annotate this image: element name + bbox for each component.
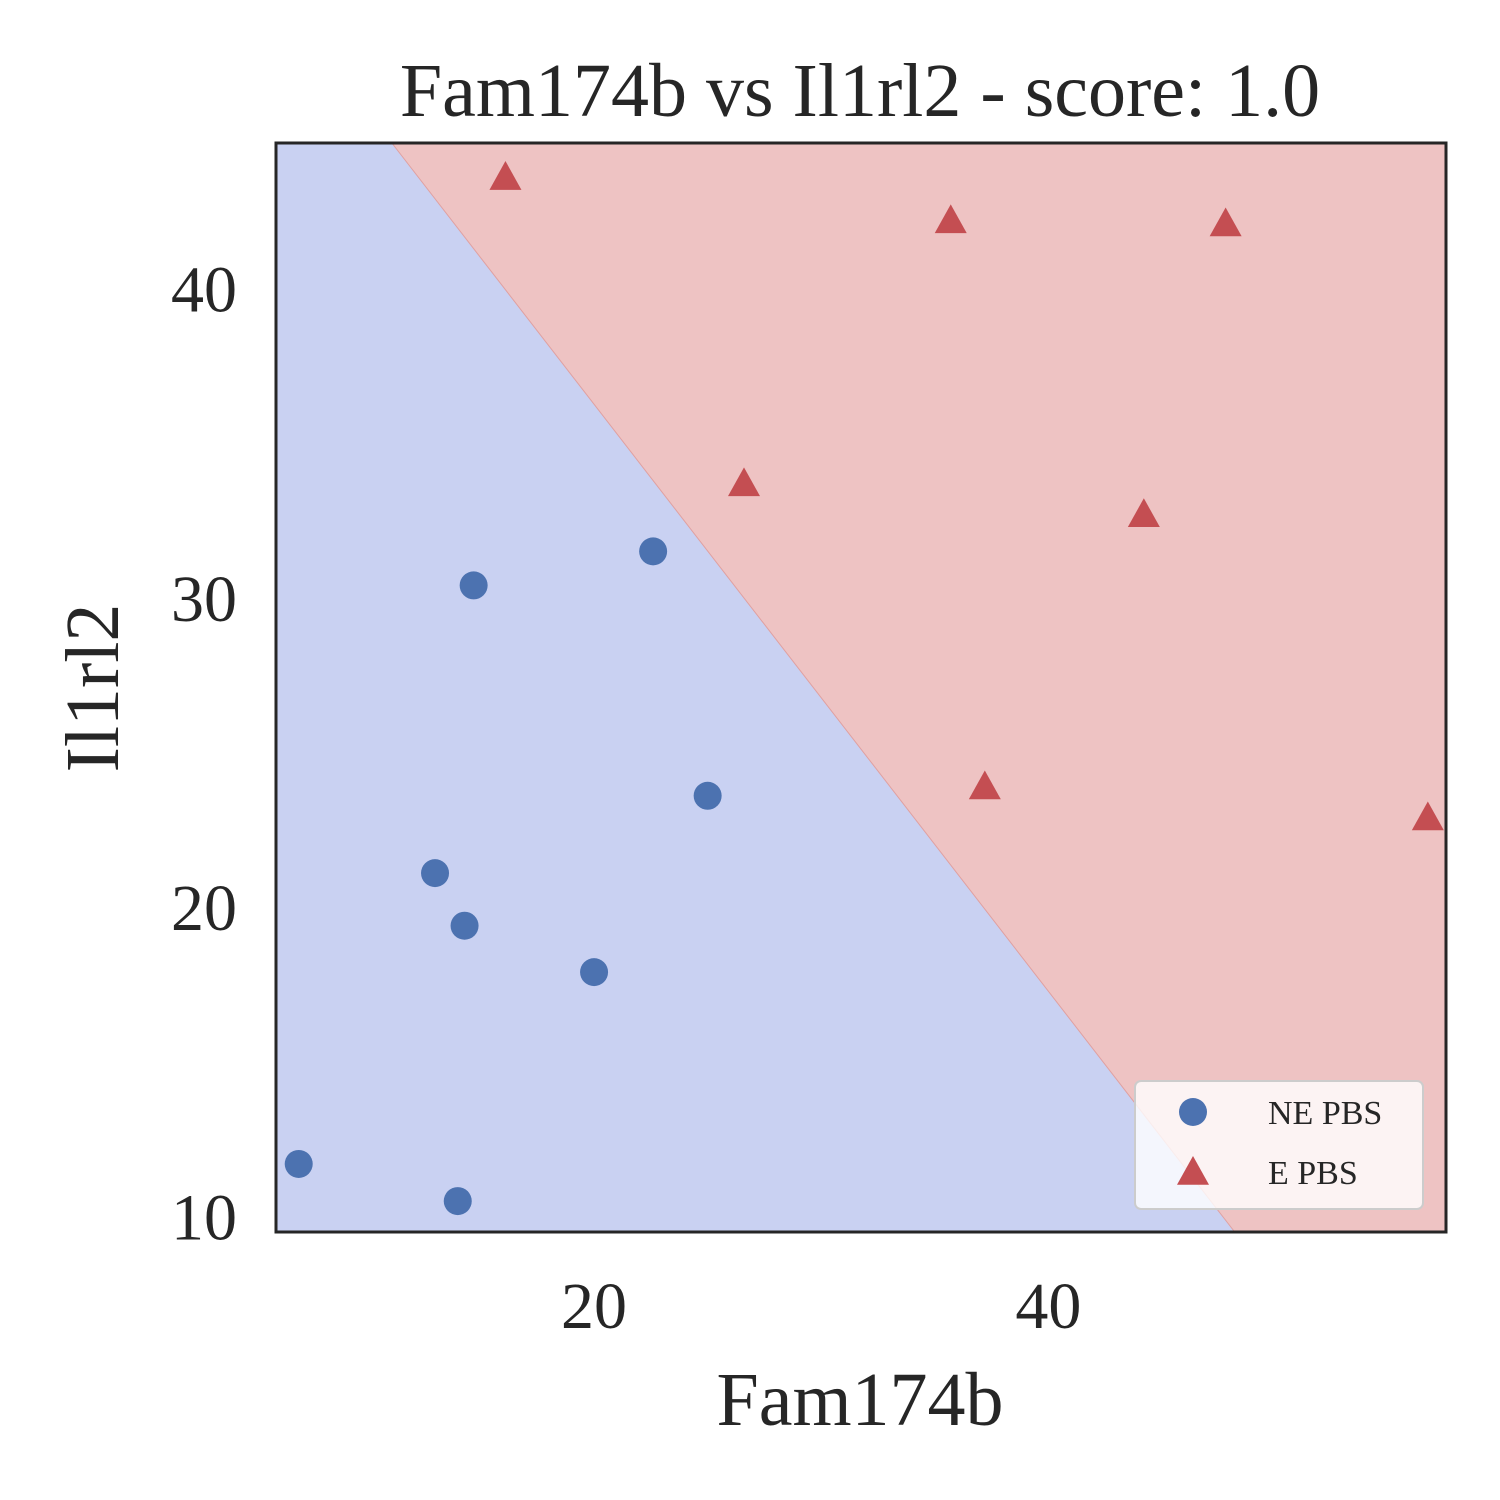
legend-box xyxy=(1134,1080,1424,1210)
y-tick-label: 10 xyxy=(171,1182,237,1255)
legend-items: NE PBS E PBS xyxy=(1177,1095,1382,1192)
ne-pbs-point xyxy=(459,571,488,600)
y-axis-ticks: 10 20 30 40 xyxy=(171,253,237,1254)
legend: NE PBS E PBS xyxy=(1134,1080,1424,1210)
ne-pbs-point xyxy=(580,958,609,987)
y-tick-label: 20 xyxy=(171,872,237,945)
decision-boundary-line xyxy=(391,142,1236,1233)
ne-pbs-point xyxy=(443,1187,472,1216)
e-pbs-point xyxy=(968,770,1001,800)
decision-region-ne-pbs xyxy=(276,143,1235,1232)
e-pbs-point xyxy=(1209,207,1242,237)
e-pbs-point xyxy=(728,467,760,497)
plot-frame xyxy=(274,141,1448,1234)
ne-pbs-point xyxy=(421,859,450,888)
legend-label: NE PBS xyxy=(1268,1095,1382,1132)
ne-pbs-point xyxy=(284,1149,313,1178)
y-tick-label: 30 xyxy=(171,563,237,636)
legend-label: E PBS xyxy=(1268,1155,1358,1192)
legend-marker-e-pbs xyxy=(1177,1156,1209,1185)
legend-marker-ne-pbs xyxy=(1179,1098,1207,1126)
ne-pbs-point xyxy=(693,781,722,810)
decision-region-e-pbs xyxy=(391,143,1447,1232)
e-pbs-point xyxy=(934,204,967,234)
chart-title: Fam174b vs Il1rl2 - score: 1.0 xyxy=(400,49,1320,133)
x-axis-label: Fam174b xyxy=(716,1358,1003,1442)
e-pbs-point xyxy=(1411,801,1444,831)
x-tick-label: 40 xyxy=(1015,1270,1081,1343)
plot-area xyxy=(276,142,1447,1233)
ne-pbs-point xyxy=(639,537,668,566)
x-tick-label: 20 xyxy=(561,1270,627,1343)
points-layer xyxy=(284,161,1444,1216)
e-pbs-point xyxy=(1127,498,1160,528)
e-pbs-point xyxy=(489,161,522,190)
ne-pbs-point xyxy=(450,911,479,940)
x-axis-ticks: 20 40 xyxy=(561,1270,1081,1343)
y-axis-label: Il1rl2 xyxy=(51,604,135,773)
y-tick-label: 40 xyxy=(171,253,237,326)
